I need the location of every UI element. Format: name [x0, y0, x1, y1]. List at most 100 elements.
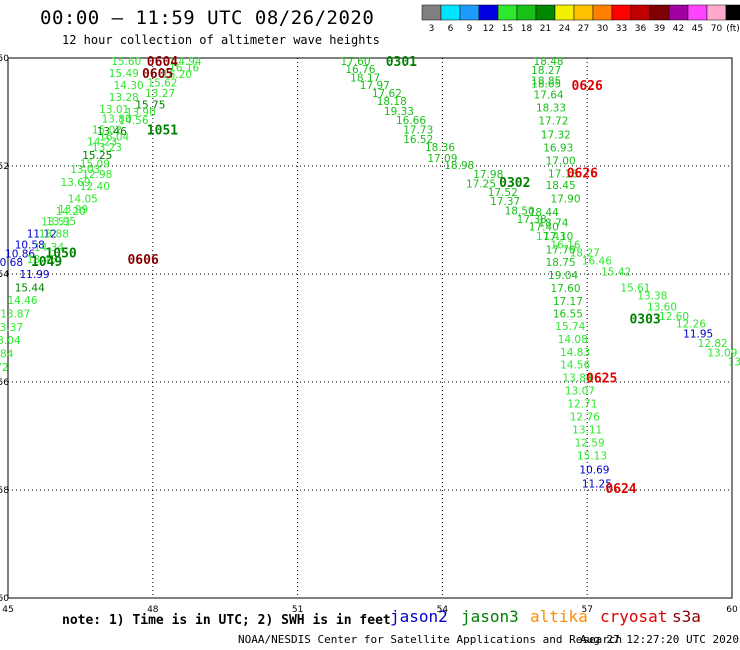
pass-time-label: 0605: [142, 67, 173, 82]
pass-time-label: 0604: [147, 55, 178, 70]
legend-jason3: jason3: [461, 607, 519, 626]
colorbar-tick-label: 30: [597, 24, 609, 34]
footnote: note: 1) Time is in UTC; 2) SWH is in fe…: [62, 613, 391, 628]
swh-value: 18.98: [444, 160, 474, 172]
legend-cryosat: cryosat: [600, 607, 668, 626]
swh-value: 11.99: [20, 269, 50, 281]
swh-value: 13.28: [109, 92, 139, 104]
swh-value: 13.51: [41, 217, 71, 229]
swh-value: 17.32: [541, 130, 571, 142]
swh-value: 14.30: [114, 80, 144, 92]
swh-value: 12.76: [570, 412, 600, 424]
swh-value: 14.34: [34, 242, 64, 254]
y-tick-label: -52: [0, 162, 9, 172]
swh-value: 16.55: [553, 308, 583, 320]
pass-time-label: 0626: [572, 79, 603, 94]
x-tick-label: 54: [437, 605, 449, 615]
legend-s3a: s3a: [672, 607, 701, 626]
pass-time-label: 0624: [605, 482, 636, 497]
swh-value: 11.25: [582, 479, 612, 491]
swh-value: 18.74: [538, 218, 568, 230]
swh-value: 13.84: [563, 373, 593, 385]
map-subtitle: 12 hour collection of altimeter wave hei…: [62, 33, 380, 47]
swh-value: 15.25: [82, 150, 112, 162]
swh-value: 14.46: [7, 295, 37, 307]
swh-value: 14.20: [56, 206, 86, 218]
swh-value: 15.42: [601, 266, 631, 278]
legend-altika: altika: [530, 607, 588, 626]
swh-value: 17.64: [534, 90, 564, 102]
swh-value: 17.43: [536, 231, 566, 243]
swh-value: 13: [728, 356, 740, 368]
swh-value: 14.83: [560, 347, 590, 359]
swh-value: 13.99: [58, 204, 88, 216]
swh-value: 13.11: [572, 425, 602, 437]
swh-value: 18.36: [425, 142, 455, 154]
pass-time-label: 0626: [567, 166, 598, 181]
colorbar-swatch: [459, 4, 480, 21]
colorbar-tick-label: 15: [502, 24, 513, 34]
swh-value: 13.95: [46, 216, 76, 228]
swh-value: 17.97: [360, 80, 390, 92]
pass-time-label: 1051: [147, 123, 178, 138]
y-tick-label: -56: [0, 378, 9, 388]
swh-value: 18.33: [536, 103, 566, 115]
colorbar-swatch: [421, 4, 442, 21]
swh-value: 10.68: [0, 257, 23, 269]
colorbar-swatch: [668, 4, 689, 21]
colorbar-swatch: [440, 4, 461, 21]
swh-value: 18.18: [377, 96, 407, 108]
colorbar-tick-label: 33: [616, 24, 627, 34]
swh-value: 13.38: [637, 291, 667, 303]
y-tick-label: -58: [0, 486, 9, 496]
legend-jason2: jason2: [390, 607, 448, 626]
colorbar-swatch: [725, 4, 740, 21]
swh-value: 13.69: [61, 177, 91, 189]
swh-value: 17.40: [529, 221, 559, 233]
x-tick-label: 60: [726, 605, 738, 615]
swh-value: 13.46: [97, 126, 127, 138]
swh-value: 17.60: [340, 56, 370, 68]
colorbar-swatch: [611, 4, 632, 21]
colorbar-tick-label: 3: [429, 24, 435, 34]
swh-value: 18.50: [505, 205, 535, 217]
colorbar-tick-label: 18: [521, 24, 533, 34]
swh-value: 13.04: [0, 335, 21, 347]
swh-value: 17.10: [543, 231, 573, 243]
pass-time-label: 1050: [45, 246, 76, 261]
pass-time-label: 0606: [127, 253, 158, 268]
swh-value: 10.69: [579, 464, 609, 476]
swh-value: 17.98: [473, 169, 503, 181]
track-layer: 15.6015.4914.3013.2813.0113.8015.0214.23…: [0, 55, 740, 497]
swh-value: 15.49: [109, 68, 139, 80]
swh-value: 18.75: [546, 257, 576, 269]
swh-value: 17.00: [546, 156, 576, 168]
swh-value: 16.16: [169, 63, 199, 75]
swh-value: 13.01: [99, 104, 129, 116]
pass-time-label: 0302: [499, 176, 530, 191]
swh-value: 15.02: [92, 124, 122, 136]
swh-value: 16.04: [99, 131, 129, 143]
swh-value: 15.09: [80, 158, 110, 170]
colorbar-swatch: [478, 4, 499, 21]
colorbar-tick-label: 12: [483, 24, 494, 34]
swh-value: 17.73: [403, 124, 433, 136]
swh-value: 12.60: [659, 311, 689, 323]
colorbar-tick-label: 39: [654, 24, 666, 34]
swh-value: 16.46: [582, 256, 612, 268]
map-frame: [7, 57, 733, 599]
swh-value: 17.18: [548, 169, 578, 181]
swh-value: 13.09: [707, 347, 737, 359]
colorbar-unit-label: (ft): [726, 24, 740, 34]
swh-value: 14.94: [172, 56, 202, 68]
swh-value: 18.85: [531, 76, 561, 88]
y-tick-label: -54: [0, 270, 9, 280]
colorbar-swatch: [687, 4, 708, 21]
swh-value: 13.60: [647, 301, 677, 313]
swh-value: 12.98: [82, 169, 112, 181]
colorbar-tick-label: 9: [467, 24, 473, 34]
colorbar-tick-label: 36: [635, 24, 647, 34]
colorbar-tick-label: 6: [448, 24, 454, 34]
swh-value: 19.33: [384, 106, 414, 118]
swh-value: 17.37: [490, 196, 520, 208]
